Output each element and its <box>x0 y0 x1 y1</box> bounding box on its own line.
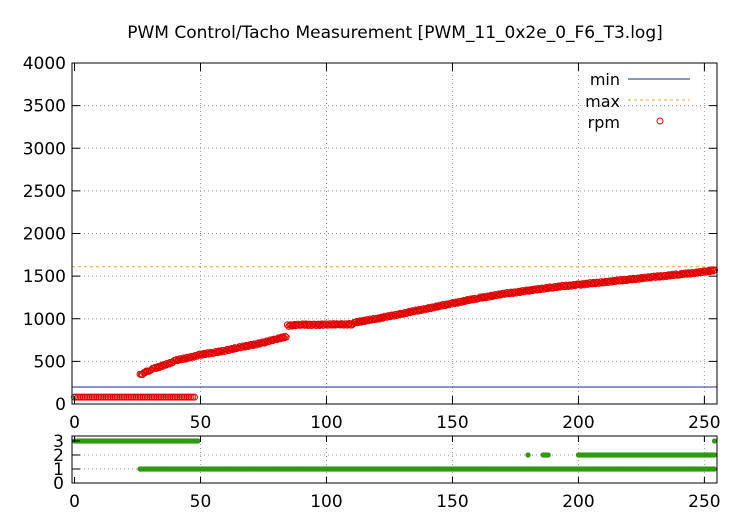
sub-x-tick-label: 200 <box>562 492 594 512</box>
rpm-point <box>427 305 435 313</box>
rpm-point <box>201 351 209 359</box>
rpm-point <box>390 312 398 320</box>
rpm-point <box>608 278 616 286</box>
sub-y-tick-label: 2 <box>53 446 64 466</box>
main-reference-lines <box>72 266 717 388</box>
rpm-point <box>663 273 671 281</box>
y-tick-label: 2000 <box>23 225 66 245</box>
rpm-point <box>635 275 643 283</box>
rpm-point <box>190 393 198 401</box>
y-tick-label: 1000 <box>23 310 66 330</box>
rpm-point <box>434 303 442 311</box>
sub-x-tick-label: 0 <box>69 492 80 512</box>
rpm-point <box>253 341 261 349</box>
rpm-point <box>458 298 466 306</box>
sub-x-tick-label: 100 <box>310 492 342 512</box>
rpm-point <box>357 318 365 326</box>
rpm-point <box>513 289 521 297</box>
rpm-point <box>261 339 269 347</box>
x-tick-label: 150 <box>436 413 468 433</box>
main-plot-grid <box>72 63 717 404</box>
rpm-point <box>489 293 497 301</box>
x-tick-label: 250 <box>688 413 720 433</box>
sub-plot-border <box>71 435 718 484</box>
rpm-point <box>193 352 201 360</box>
sub-y-tick-label: 0 <box>53 474 64 494</box>
rpm-point <box>706 268 714 276</box>
sub-x-tick-label: 250 <box>688 492 720 512</box>
chart-title: PWM Control/Tacho Measurement [PWM_11_0x… <box>127 23 663 43</box>
y-tick-label: 500 <box>34 352 66 372</box>
sub-point <box>711 438 718 444</box>
rpm-point <box>375 315 383 323</box>
y-tick-label: 0 <box>55 395 66 415</box>
rpm-point <box>430 304 438 312</box>
rpm-point <box>399 310 407 318</box>
sub-y-tick-label: 3 <box>53 432 64 452</box>
rpm-point <box>403 310 411 318</box>
rpm-point <box>707 267 715 275</box>
sub-point <box>525 452 531 458</box>
rpm-point <box>461 298 469 306</box>
rpm-point <box>182 355 190 363</box>
rpm-point <box>198 351 206 359</box>
legend: min max rpm <box>585 70 690 132</box>
rpm-point <box>225 346 233 354</box>
y-tick-label: 4000 <box>23 54 66 74</box>
rpm-point <box>361 318 369 326</box>
sub-point <box>711 466 718 472</box>
legend-rpm-label: rpm <box>588 113 620 132</box>
rpm-point <box>525 287 533 295</box>
sub-plot-points <box>71 438 718 472</box>
y-tick-label: 1500 <box>23 267 66 287</box>
legend-max-label: max <box>585 92 620 111</box>
rpm-point <box>281 332 289 340</box>
rpm-point <box>703 268 711 276</box>
x-tick-label: 0 <box>69 413 80 433</box>
y-tick-label: 3500 <box>23 97 66 117</box>
rpm-point <box>580 281 588 289</box>
main-axis-ticks: 0 500 1000 1500 2000 2500 3000 3500 4000 0 50 100 15… <box>23 54 721 433</box>
y-tick-label: 3000 <box>23 139 66 159</box>
sub-x-tick-label: 50 <box>190 492 212 512</box>
sub-y-tick-label: 1 <box>53 460 64 480</box>
x-tick-label: 50 <box>190 413 212 433</box>
y-tick-label: 2500 <box>23 182 66 202</box>
rpm-point <box>406 309 414 317</box>
x-tick-label: 200 <box>562 413 594 433</box>
rpm-point <box>516 288 524 296</box>
rpm-point <box>245 342 253 350</box>
rpm-point <box>174 357 182 365</box>
x-tick-label: 100 <box>310 413 342 433</box>
main-rpm-points <box>71 266 718 401</box>
legend-rpm-marker <box>656 117 664 125</box>
sub-point <box>711 452 718 458</box>
legend-min-label: min <box>590 70 620 89</box>
rpm-point <box>553 284 561 292</box>
sub-point <box>195 438 201 444</box>
rpm-point <box>485 293 493 301</box>
sub-x-tick-label: 150 <box>436 492 468 512</box>
rpm-point <box>282 333 290 341</box>
rpm-point <box>709 267 717 275</box>
sub-point <box>545 452 551 458</box>
rpm-point <box>354 319 362 327</box>
rpm-point <box>540 285 548 293</box>
